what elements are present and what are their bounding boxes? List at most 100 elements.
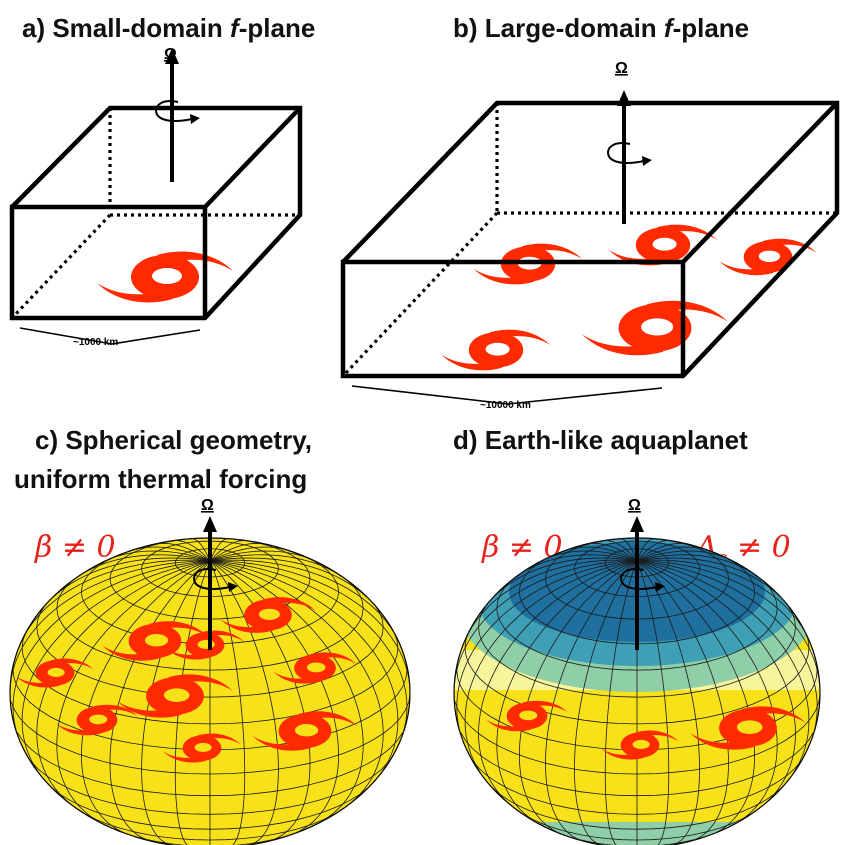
meridian-line <box>478 560 638 808</box>
latitude-line <box>209 631 399 725</box>
meridian-line <box>21 560 211 778</box>
meridian-line <box>209 538 228 562</box>
meridian-line <box>518 554 638 575</box>
omega-label: Ω <box>628 497 641 514</box>
meridian-line <box>636 560 796 808</box>
latitude-line <box>523 814 638 841</box>
meridian-line <box>46 557 211 604</box>
meridian-line <box>636 554 756 575</box>
latitude-line <box>209 692 411 775</box>
meridian-line <box>621 538 638 562</box>
panel-a-title: a) Small-domain f-plane <box>22 13 315 43</box>
meridian-line <box>636 559 809 639</box>
box-a-hidden-edge <box>10 213 112 320</box>
latitude-line <box>460 732 638 797</box>
latitude-line <box>636 814 751 841</box>
scale-label-b: ~10000 km <box>480 400 531 411</box>
meridian-line <box>636 560 756 836</box>
meridian-line <box>172 540 211 562</box>
meridian-line <box>545 560 638 842</box>
meridian-line <box>587 542 638 562</box>
meridian-line <box>134 546 211 562</box>
beta-label-c: β ≠ 0 <box>34 530 116 565</box>
meridian-line <box>209 546 286 562</box>
latitude-line <box>491 787 638 830</box>
rotation-axis-icon <box>154 46 202 184</box>
latitude-line <box>464 631 638 725</box>
latitude-line <box>209 787 369 830</box>
latitude-line <box>636 692 821 775</box>
meridian-line <box>209 550 313 562</box>
cyclone-icon <box>441 329 551 371</box>
meridian-line <box>22 559 211 639</box>
meridian-line <box>636 560 670 845</box>
meridian-line <box>456 560 638 741</box>
rotation-axis-icon <box>606 88 654 226</box>
meridian-line <box>9 560 211 687</box>
panel-c-title-line1: c) Spherical geometry, <box>35 425 312 455</box>
cyclone-icon <box>582 300 728 356</box>
meridian-line <box>636 542 687 562</box>
meridian-line <box>141 560 211 845</box>
meridian-line <box>464 560 638 778</box>
meridian-line <box>209 560 364 824</box>
meridian-line <box>636 550 731 562</box>
meridian-line <box>636 557 787 604</box>
meridian-line <box>107 550 211 562</box>
meridian-line <box>209 560 408 741</box>
meridian-line <box>465 559 638 639</box>
latitude-line <box>636 732 814 797</box>
panel-b: b) Large-domain f-plane Ω ~10000 km <box>340 13 840 411</box>
panel-a: a) Small-domain f-plane Ω ~1000 km <box>9 13 315 348</box>
latitude-line <box>123 832 187 845</box>
latitude-line <box>658 832 716 845</box>
meridian-line <box>209 560 384 808</box>
meridian-line <box>496 560 638 824</box>
meridian-line <box>209 560 411 694</box>
latitude-line <box>636 631 810 725</box>
cyclone-icon <box>719 238 817 276</box>
box-b-frame <box>340 100 840 379</box>
meridian-line <box>209 542 265 562</box>
latitude-line <box>21 631 211 725</box>
meridian-line <box>573 560 638 845</box>
meridian-line <box>636 538 653 562</box>
meridian-line <box>81 554 211 575</box>
panel-d-title: d) Earth-like aquaplanet <box>453 425 748 455</box>
meridian-line <box>80 560 211 836</box>
meridian-line <box>209 540 248 562</box>
meridian-line <box>567 546 638 562</box>
meridian-line <box>453 560 638 687</box>
latitude-line <box>209 732 404 797</box>
meridian-line <box>209 557 374 604</box>
meridian-line <box>155 542 211 562</box>
scale-bar-a <box>19 327 201 345</box>
latitude-line <box>558 832 616 845</box>
omega-label: Ω <box>615 60 628 77</box>
meridian-line <box>636 546 707 562</box>
meridian-line <box>636 560 778 824</box>
meridian-line <box>12 560 211 741</box>
latitude-line <box>16 732 211 797</box>
panel-c: c) Spherical geometry, uniform thermal f… <box>9 425 411 845</box>
latitude-line <box>636 787 783 830</box>
box-b-hidden-edge <box>341 211 499 378</box>
meridian-line <box>209 560 399 778</box>
meridian-line <box>636 560 701 845</box>
panel-b-title: b) Large-domain f-plane <box>453 13 749 43</box>
meridian-line <box>209 559 398 639</box>
planet-sphere-icon <box>453 537 821 845</box>
scale-label-a: ~1000 km <box>73 337 118 348</box>
meridian-line <box>209 560 246 845</box>
latitude-line <box>233 832 297 845</box>
omega-label: Ω <box>201 497 214 514</box>
latitude-line <box>209 814 335 841</box>
meridian-line <box>636 560 810 778</box>
meridian-line <box>543 550 638 562</box>
meridian-line <box>174 560 211 845</box>
meridian-line <box>636 560 818 741</box>
scale-bar-b <box>351 385 663 405</box>
omega-label: Ω <box>164 46 177 63</box>
latitude-line <box>51 787 211 830</box>
meridian-line <box>192 538 211 562</box>
